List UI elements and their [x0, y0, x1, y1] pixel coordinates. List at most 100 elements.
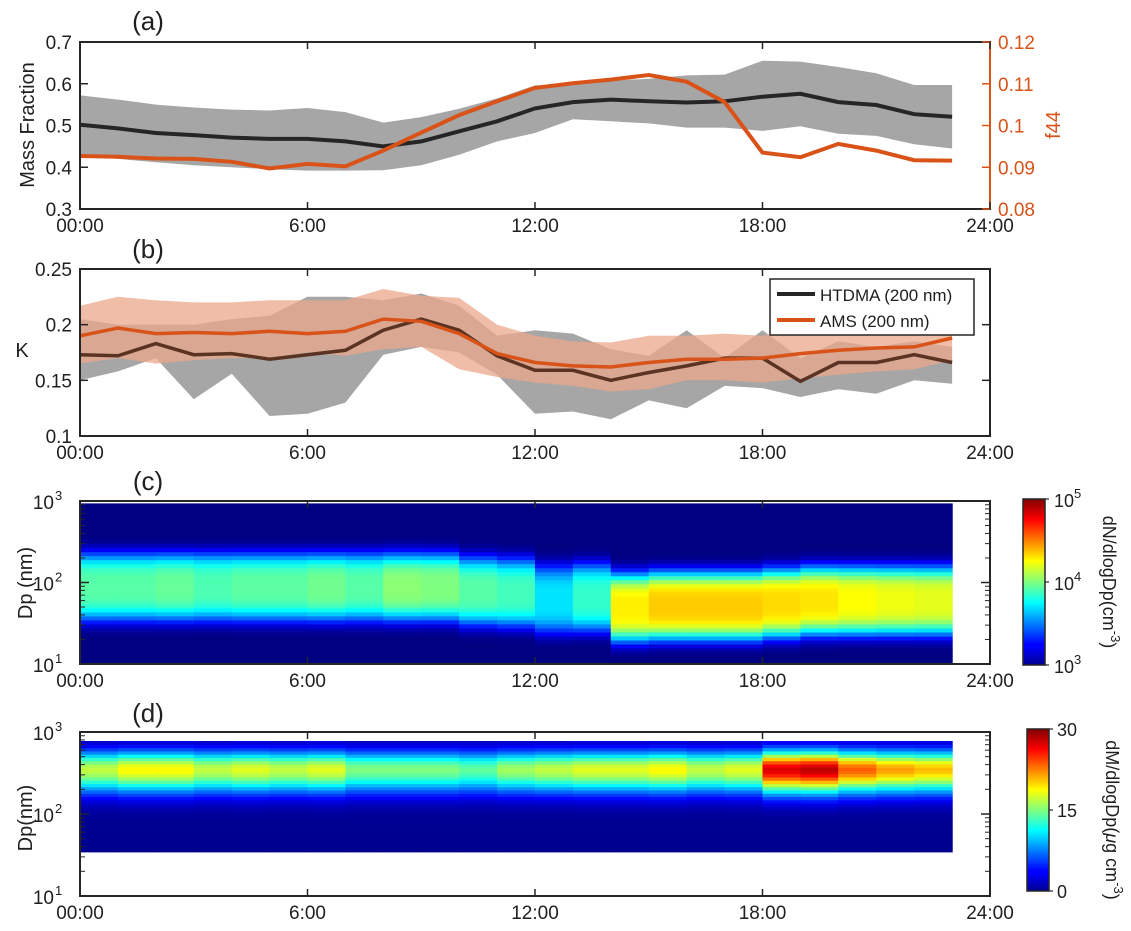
- heatmap-cell: [193, 599, 233, 605]
- heatmap-cell: [686, 539, 726, 545]
- heatmap-cell: [193, 838, 233, 843]
- heatmap-cell: [686, 757, 726, 762]
- heatmap-cell: [345, 799, 384, 804]
- heatmap-cell: [610, 789, 650, 794]
- heatmap-cell: [686, 563, 726, 569]
- heatmap-cell: [231, 741, 271, 745]
- heatmap-cell: [610, 835, 650, 840]
- heatmap-cell: [610, 796, 650, 801]
- heatmap-cell: [610, 842, 650, 846]
- heatmap-cell: [572, 652, 612, 657]
- heatmap-cell: [459, 838, 498, 843]
- heatmap-cell: [572, 551, 612, 557]
- heatmap-cell: [838, 631, 877, 637]
- heatmap-cell: [307, 543, 346, 549]
- heatmap-cell: [648, 567, 688, 573]
- heatmap-cell: [572, 543, 612, 549]
- panel-c-colorbar: [1022, 498, 1046, 666]
- heatmap-cell: [876, 603, 915, 609]
- heatmap-cell: [307, 559, 346, 565]
- heatmap-cell: [193, 770, 233, 775]
- heatmap-cell: [383, 757, 422, 762]
- heatmap-cell: [231, 660, 271, 665]
- heatmap-cell: [762, 635, 801, 641]
- heatmap-cell: [421, 647, 460, 653]
- heatmap-cell: [459, 543, 498, 549]
- heatmap-cell: [686, 809, 726, 814]
- ams-range-band: [80, 289, 953, 392]
- heatmap-cell: [686, 591, 726, 597]
- heatmap-cell: [838, 770, 877, 775]
- heatmap-cell: [876, 747, 915, 752]
- heatmap-cell: [117, 815, 157, 820]
- panel-c-xtick-label: 00:00: [56, 671, 104, 692]
- heatmap-cell: [383, 639, 422, 645]
- heatmap-cell: [914, 809, 953, 814]
- heatmap-cell: [762, 555, 801, 561]
- heatmap-cell: [572, 611, 612, 617]
- heatmap-cell: [193, 527, 233, 533]
- heatmap-cell: [459, 832, 498, 837]
- heatmap-cell: [459, 835, 498, 840]
- heatmap-cell: [231, 623, 271, 629]
- heatmap-cell: [497, 776, 536, 781]
- heatmap-cell: [800, 583, 839, 589]
- heatmap-cell: [648, 809, 688, 814]
- heatmap-cell: [838, 611, 877, 617]
- heatmap-cell: [117, 607, 157, 613]
- heatmap-cell: [459, 607, 498, 613]
- heatmap-cell: [421, 789, 460, 794]
- heatmap-cell: [459, 812, 498, 817]
- heatmap-cell: [117, 567, 157, 573]
- heatmap-cell: [724, 793, 764, 797]
- heatmap-cell: [231, 773, 271, 778]
- heatmap-cell: [800, 615, 839, 621]
- heatmap-cell: [155, 575, 195, 581]
- heatmap-cell: [724, 607, 764, 613]
- heatmap-cell: [383, 643, 422, 649]
- heatmap-cell: [648, 660, 688, 665]
- heatmap-cell: [345, 603, 384, 609]
- heatmap-cell: [535, 793, 574, 797]
- heatmap-cell: [269, 819, 309, 824]
- heatmap-cell: [80, 555, 119, 561]
- heatmap-cell: [686, 567, 726, 573]
- heatmap-cell: [648, 750, 688, 755]
- heatmap-cell: [876, 607, 915, 613]
- heatmap-cell: [648, 611, 688, 617]
- heatmap-cell: [535, 783, 574, 788]
- heatmap-cell: [572, 619, 612, 625]
- heatmap-cell: [307, 579, 346, 585]
- heatmap-cell: [80, 563, 119, 569]
- panel-b-ylabel: K: [15, 340, 29, 362]
- heatmap-cell: [876, 627, 915, 633]
- heatmap-cell: [345, 619, 384, 625]
- heatmap-cell: [117, 523, 157, 529]
- heatmap-cell: [648, 845, 688, 850]
- heatmap-cell: [724, 812, 764, 817]
- heatmap-cell: [307, 647, 346, 653]
- heatmap-cell: [610, 635, 650, 641]
- heatmap-cell: [459, 652, 498, 657]
- heatmap-cell: [193, 815, 233, 820]
- heatmap-cell: [838, 639, 877, 645]
- heatmap-cell: [231, 595, 271, 601]
- heatmap-cell: [762, 815, 801, 820]
- heatmap-cell: [155, 523, 195, 529]
- heatmap-cell: [421, 812, 460, 817]
- heatmap-cell: [345, 607, 384, 613]
- heatmap-cell: [724, 741, 764, 745]
- heatmap-cell: [345, 741, 384, 745]
- heatmap-cell: [193, 611, 233, 617]
- heatmap-cell: [724, 656, 764, 661]
- heatmap-cell: [269, 832, 309, 837]
- heatmap-cell: [155, 611, 195, 617]
- heatmap-cell: [535, 747, 574, 752]
- heatmap-cell: [307, 652, 346, 657]
- panel-b-ytick-label: 0.25: [35, 260, 72, 281]
- heatmap-cell: [914, 780, 953, 784]
- heatmap-cell: [724, 611, 764, 617]
- heatmap-cell: [80, 503, 119, 508]
- heatmap-cell: [838, 503, 877, 508]
- panel-a-ytick-label: 0.7: [46, 33, 72, 54]
